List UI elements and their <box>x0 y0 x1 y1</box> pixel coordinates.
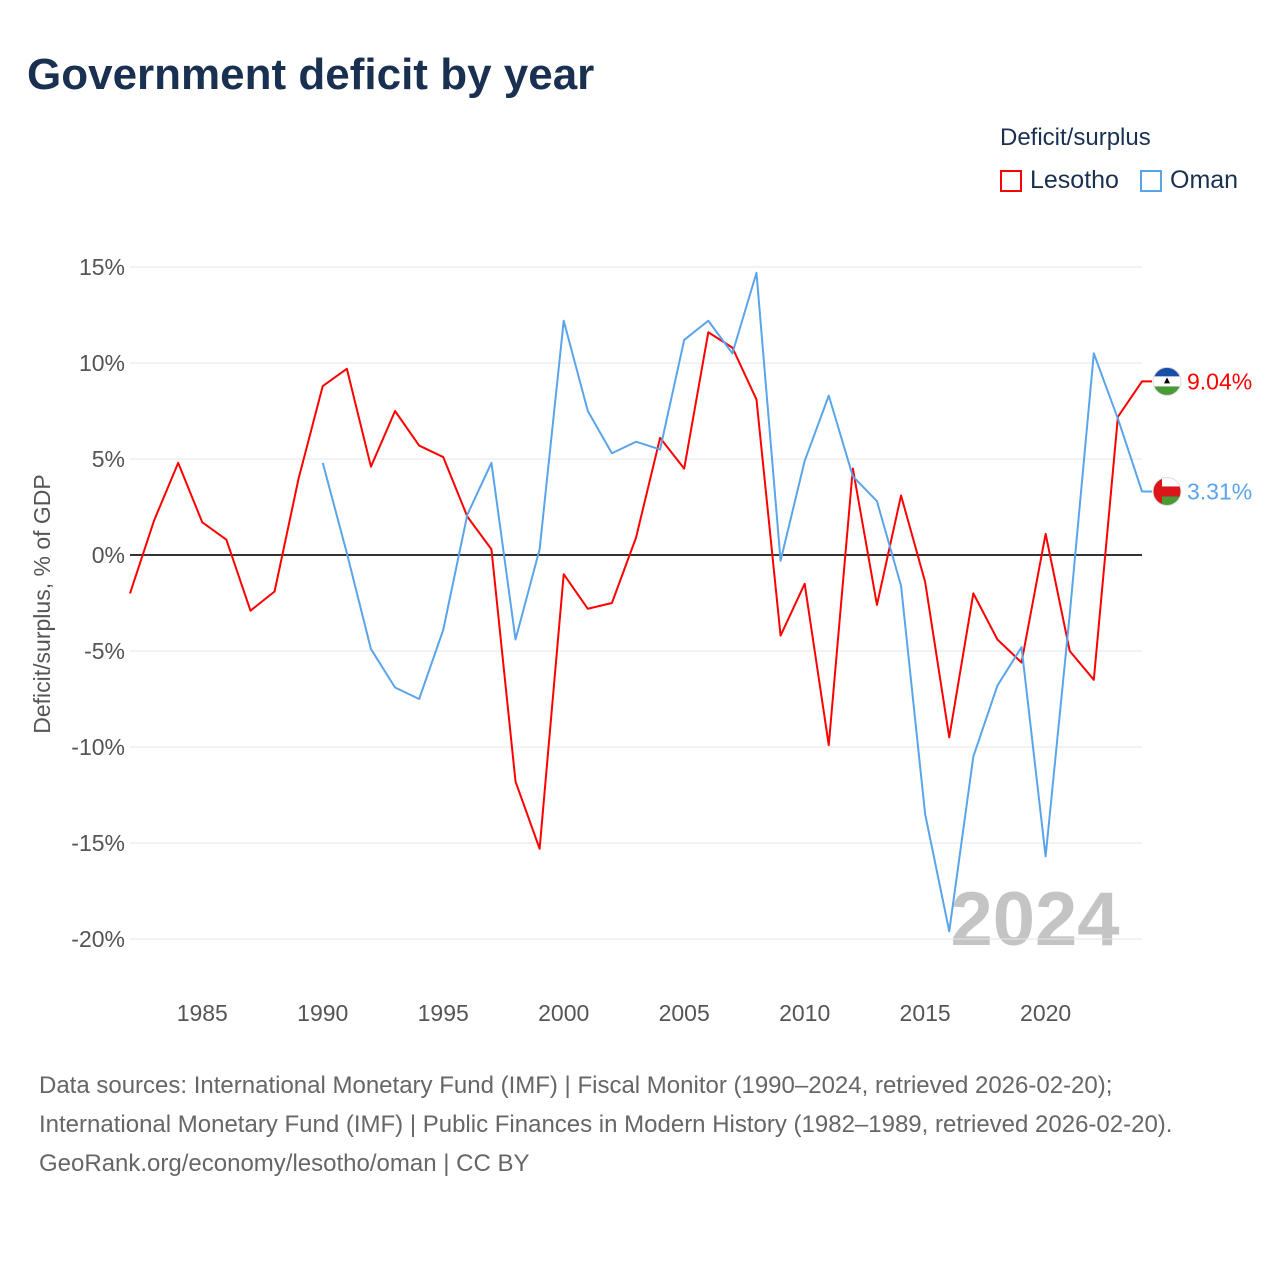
y-tick-label: -10% <box>71 734 125 760</box>
flag-border <box>1152 366 1182 396</box>
chart-title: Government deficit by year <box>27 50 595 99</box>
flag-body <box>1153 367 1181 396</box>
legend-swatch-oman <box>1140 169 1162 192</box>
flag-stripe <box>1162 477 1181 487</box>
y-tick-label: -20% <box>71 926 125 952</box>
footer: Data sources: International Monetary Fun… <box>39 1066 1239 1183</box>
year-watermark: 2024 <box>950 877 1119 962</box>
legend-title: Deficit/surplus <box>1000 124 1151 151</box>
flag-stripe <box>1153 367 1181 377</box>
x-tick-label: 2020 <box>1020 1000 1071 1026</box>
y-tick-label: 0% <box>92 542 125 568</box>
credit-link[interactable]: GeoRank.org/economy/lesotho/oman | CC BY <box>39 1150 530 1177</box>
y-tick-label: -15% <box>71 830 125 856</box>
flag-border <box>1152 476 1182 506</box>
y-tick-label: 5% <box>92 446 125 472</box>
x-tick-label: 2015 <box>900 1000 951 1026</box>
flag-lesotho-icon <box>1152 366 1182 396</box>
legend-label-lesotho: Lesotho <box>1030 166 1119 194</box>
y-tick-label: 10% <box>79 350 125 376</box>
flag-hat <box>1164 377 1170 384</box>
data-sources: Data sources: International Monetary Fun… <box>39 1072 1173 1138</box>
y-axis-label: Deficit/surplus, % of GDP <box>29 474 55 733</box>
x-tick-label: 1990 <box>297 1000 348 1026</box>
flag-body <box>1153 477 1181 506</box>
legend-label-oman: Oman <box>1170 166 1239 194</box>
x-tick-label: 1985 <box>177 1000 228 1026</box>
series-line-oman <box>321 271 1152 933</box>
y-tick-label: 15% <box>79 254 125 280</box>
legend-item-oman[interactable]: Oman <box>1140 166 1238 195</box>
flag-stripe <box>1153 386 1181 396</box>
legend-swatch-lesotho <box>1000 169 1022 192</box>
x-tick-label: 2010 <box>779 1000 830 1026</box>
x-tick-label: 1995 <box>418 1000 469 1026</box>
series-line-lesotho <box>129 331 1152 850</box>
end-label-lesotho: 9.04% <box>1187 368 1252 394</box>
flag-oman-icon <box>1152 476 1182 506</box>
x-tick-label: 2000 <box>538 1000 589 1026</box>
y-tick-label: -5% <box>84 638 125 664</box>
flag-stripe <box>1162 496 1181 506</box>
x-tick-label: 2005 <box>659 1000 710 1026</box>
end-label-oman: 3.31% <box>1187 478 1252 504</box>
legend-item-lesotho[interactable]: Lesotho <box>1000 166 1119 195</box>
